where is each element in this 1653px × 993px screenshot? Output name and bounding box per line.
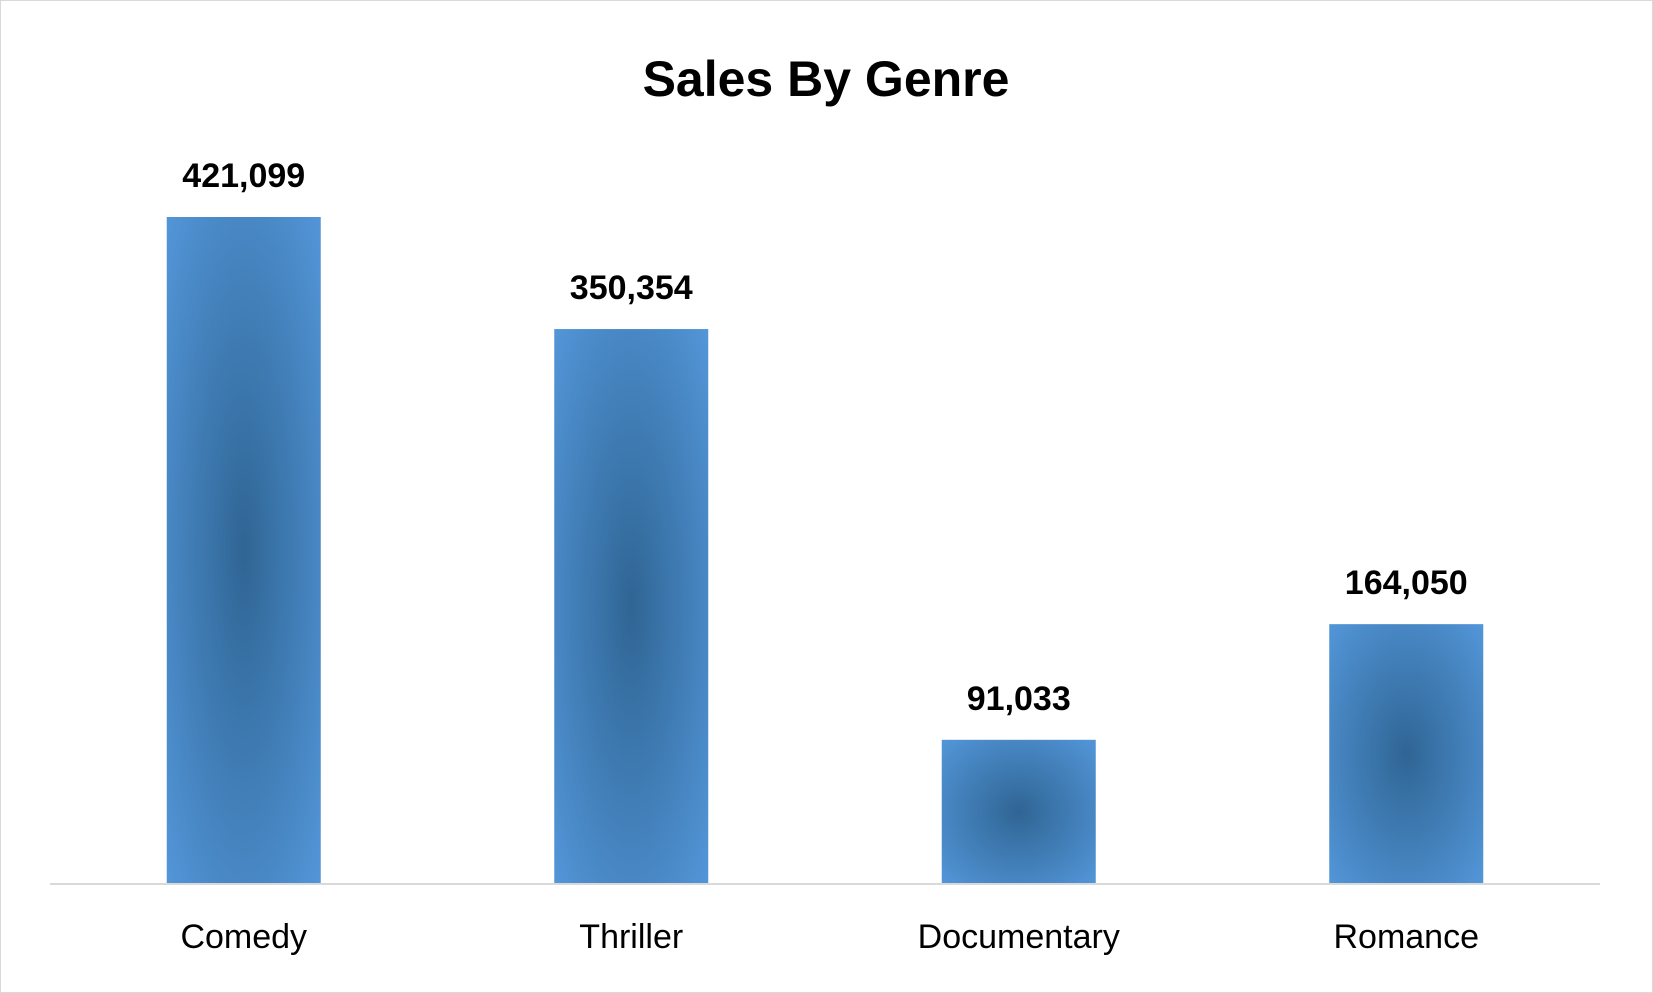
category-label-thriller: Thriller xyxy=(579,918,683,956)
bar-comedy xyxy=(166,217,321,884)
chart-title: Sales By Genre xyxy=(643,51,1010,107)
category-label-documentary: Documentary xyxy=(918,918,1120,956)
bar-documentary xyxy=(941,739,1096,884)
data-label-documentary: 91,033 xyxy=(967,680,1071,718)
category-labels-group: Comedy Thriller Documentary Romance xyxy=(180,918,1479,956)
bar-thriller xyxy=(554,329,709,884)
data-label-comedy: 421,099 xyxy=(182,157,305,195)
bar-romance xyxy=(1329,624,1484,884)
data-label-romance: 164,050 xyxy=(1345,564,1468,602)
data-label-thriller: 350,354 xyxy=(570,269,693,307)
category-label-romance: Romance xyxy=(1333,918,1479,956)
category-label-comedy: Comedy xyxy=(180,918,307,956)
bars-group xyxy=(166,217,1484,884)
data-labels-group: 421,099 350,354 91,033 164,050 xyxy=(182,157,1467,718)
